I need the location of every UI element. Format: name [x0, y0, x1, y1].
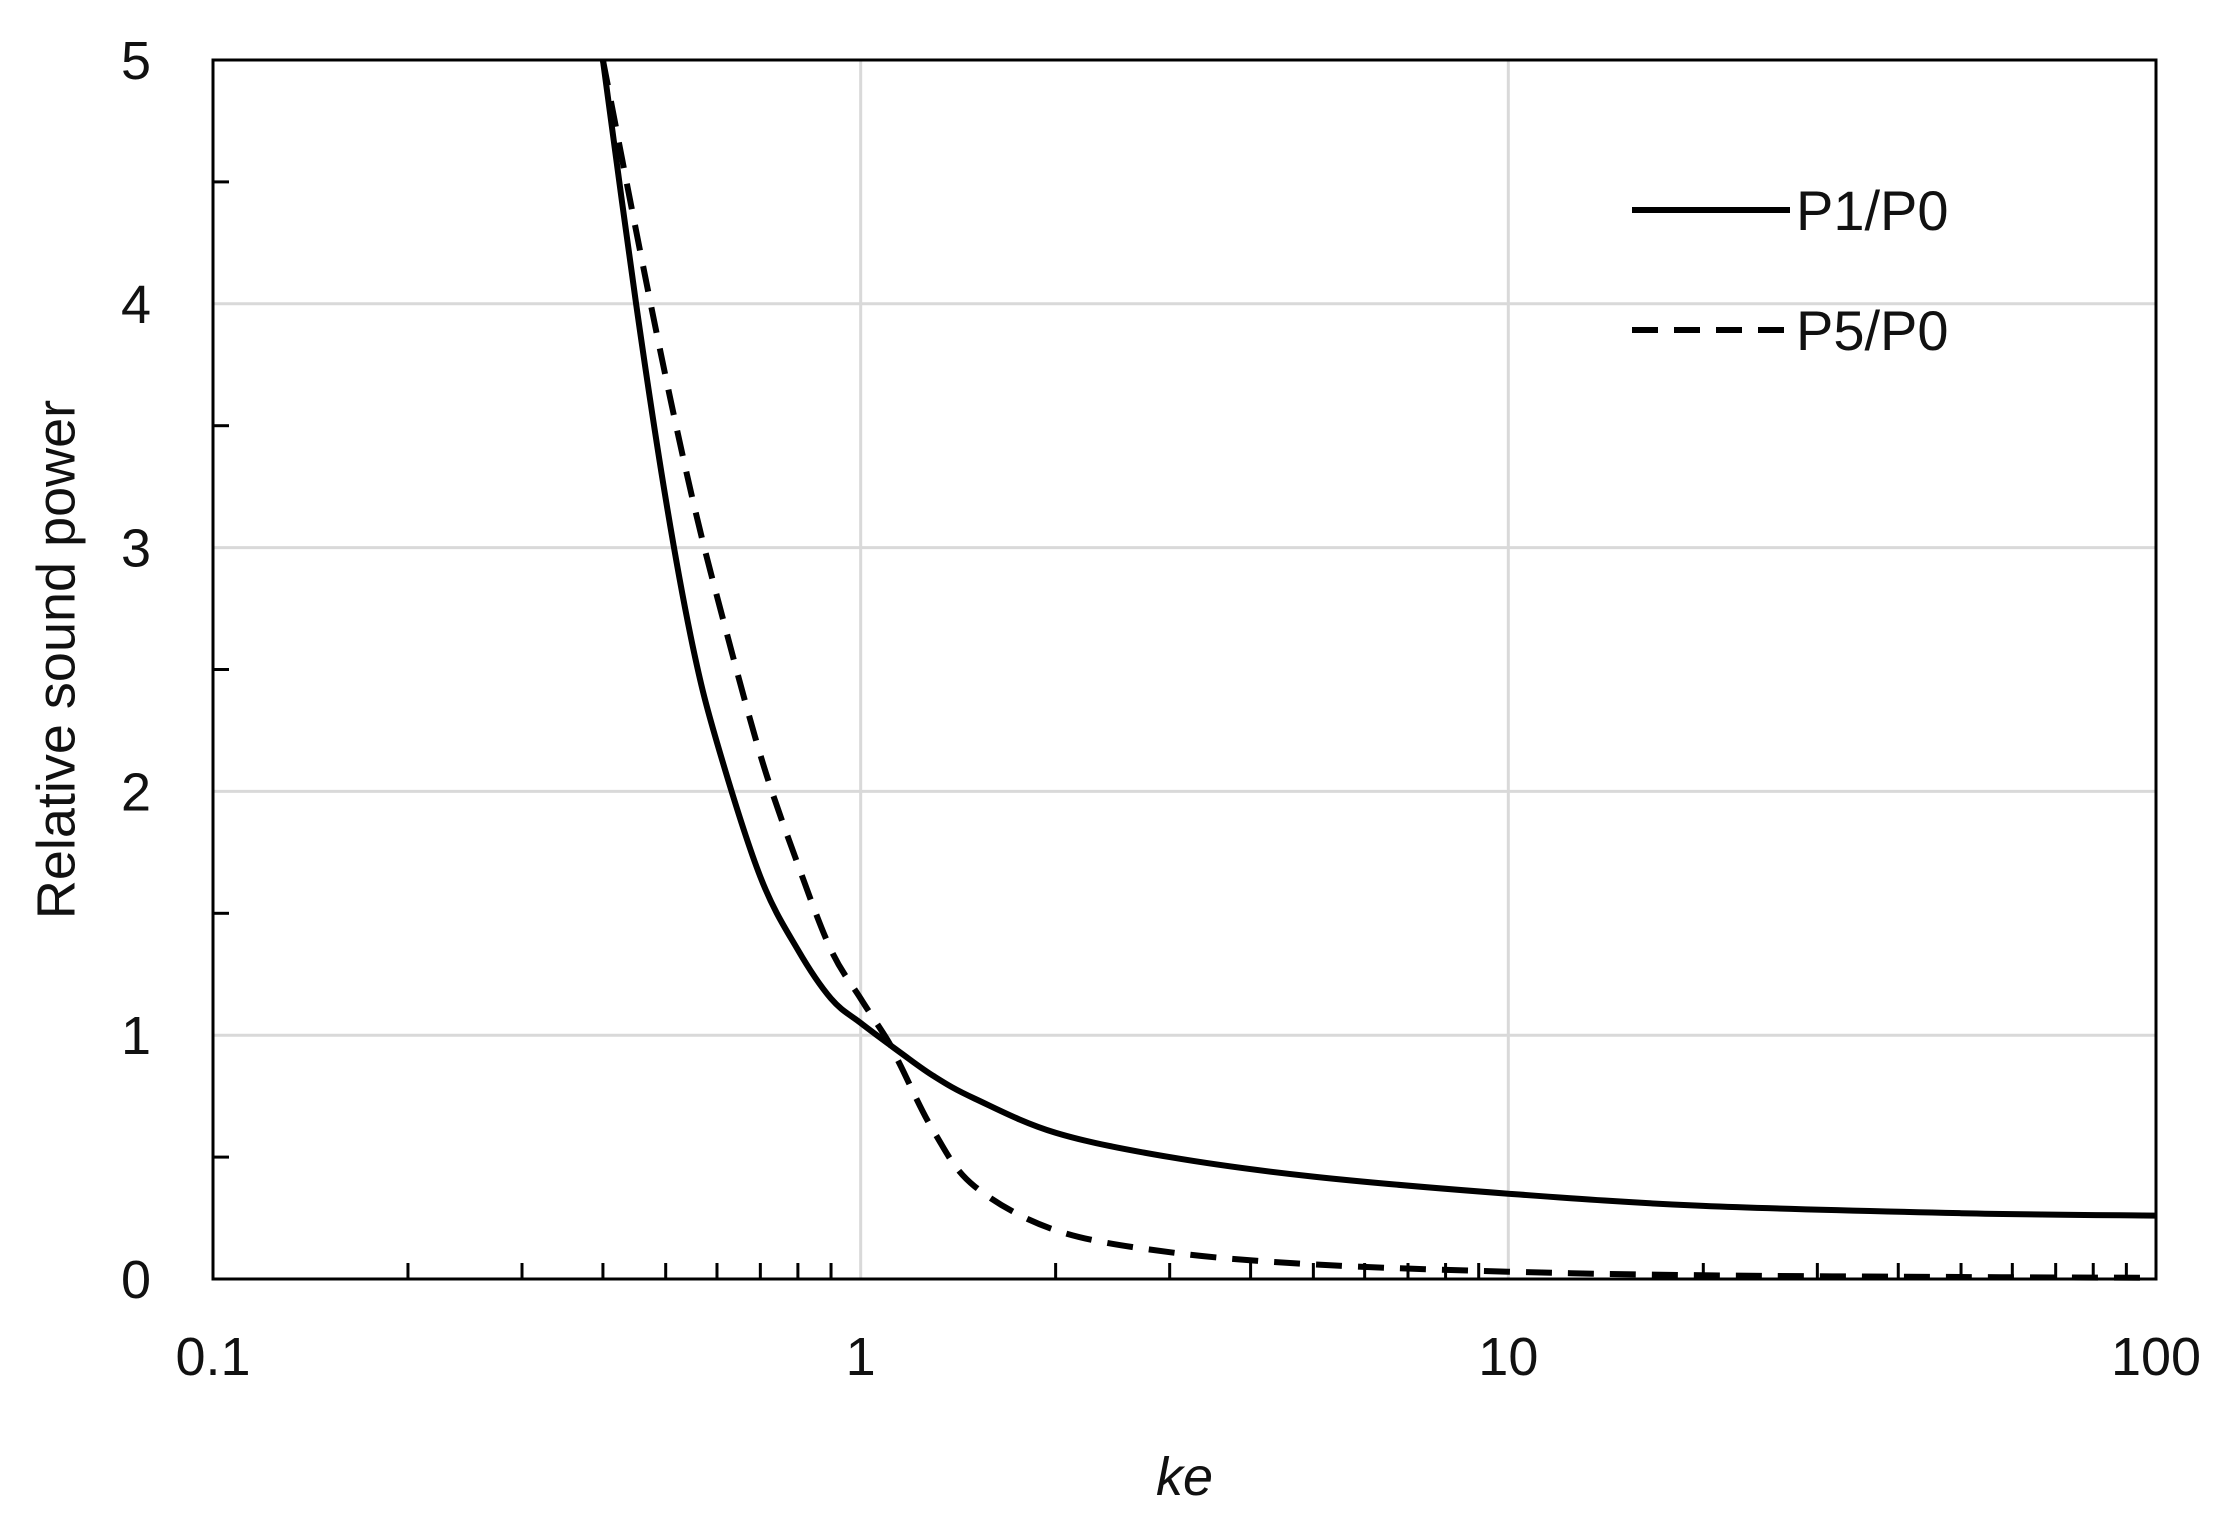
series-line-p1-p0 — [599, 59, 2157, 1219]
y-tick-label: 2 — [121, 762, 151, 822]
y-tick-label: 0 — [121, 1250, 151, 1310]
y-tick-label: 1 — [121, 1006, 151, 1066]
legend-label-p1-p0: P1/P0 — [1796, 179, 1949, 242]
y-tick-label: 5 — [121, 31, 151, 91]
y-axis-title: Relative sound power — [26, 400, 86, 919]
series-line-p5-p0 — [599, 59, 2157, 1281]
legend: P1/P0 P5/P0 — [1632, 179, 1949, 362]
series-layer — [599, 59, 2157, 1281]
x-tick-label: 1 — [846, 1327, 876, 1387]
y-tick-label: 4 — [121, 275, 151, 335]
y-tick-label: 3 — [121, 519, 151, 579]
tick-label-layer: 0 1 2 3 4 5 0.1 1 10 100 — [121, 31, 2201, 1387]
plot-frame — [211, 58, 2158, 1281]
grid-layer — [213, 60, 2156, 1279]
x-axis-title: ke — [1156, 1447, 1213, 1507]
x-tick-label: 10 — [1478, 1327, 1538, 1387]
legend-label-p5-p0: P5/P0 — [1796, 299, 1949, 362]
x-tick-label: 0.1 — [175, 1327, 250, 1387]
x-tick-label: 100 — [2111, 1327, 2201, 1387]
